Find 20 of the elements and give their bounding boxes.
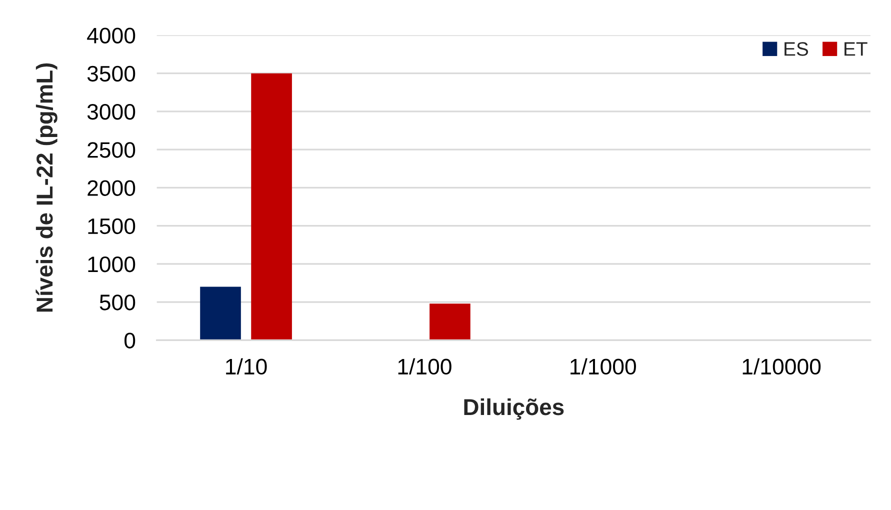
y-tick-label: 4000 bbox=[87, 28, 136, 44]
x-tick-label: 1/1000 bbox=[570, 358, 636, 375]
y-axis-title: Níveis de IL-22 (pg/mL) bbox=[36, 63, 58, 312]
legend-label: ET bbox=[844, 42, 868, 56]
bar bbox=[430, 304, 470, 340]
y-tick-label: 2500 bbox=[88, 142, 136, 158]
y-tick-label: 3000 bbox=[87, 104, 136, 120]
x-axis-title: Diluições bbox=[464, 398, 564, 420]
x-tick-label: 1/10 bbox=[226, 358, 267, 375]
y-tick-label: 1500 bbox=[88, 218, 136, 234]
x-tick-label: 1/100 bbox=[398, 358, 452, 375]
x-tick-label: 1/10000 bbox=[742, 358, 821, 375]
y-tick-label: 1000 bbox=[88, 256, 136, 272]
y-tick-label: 2000 bbox=[88, 180, 136, 196]
bar bbox=[251, 73, 292, 340]
legend-label: ES bbox=[784, 42, 808, 56]
y-tick-label: 0 bbox=[124, 332, 136, 348]
y-tick-label: 500 bbox=[100, 294, 136, 310]
bar bbox=[200, 286, 241, 340]
y-tick-label: 3500 bbox=[87, 66, 136, 82]
